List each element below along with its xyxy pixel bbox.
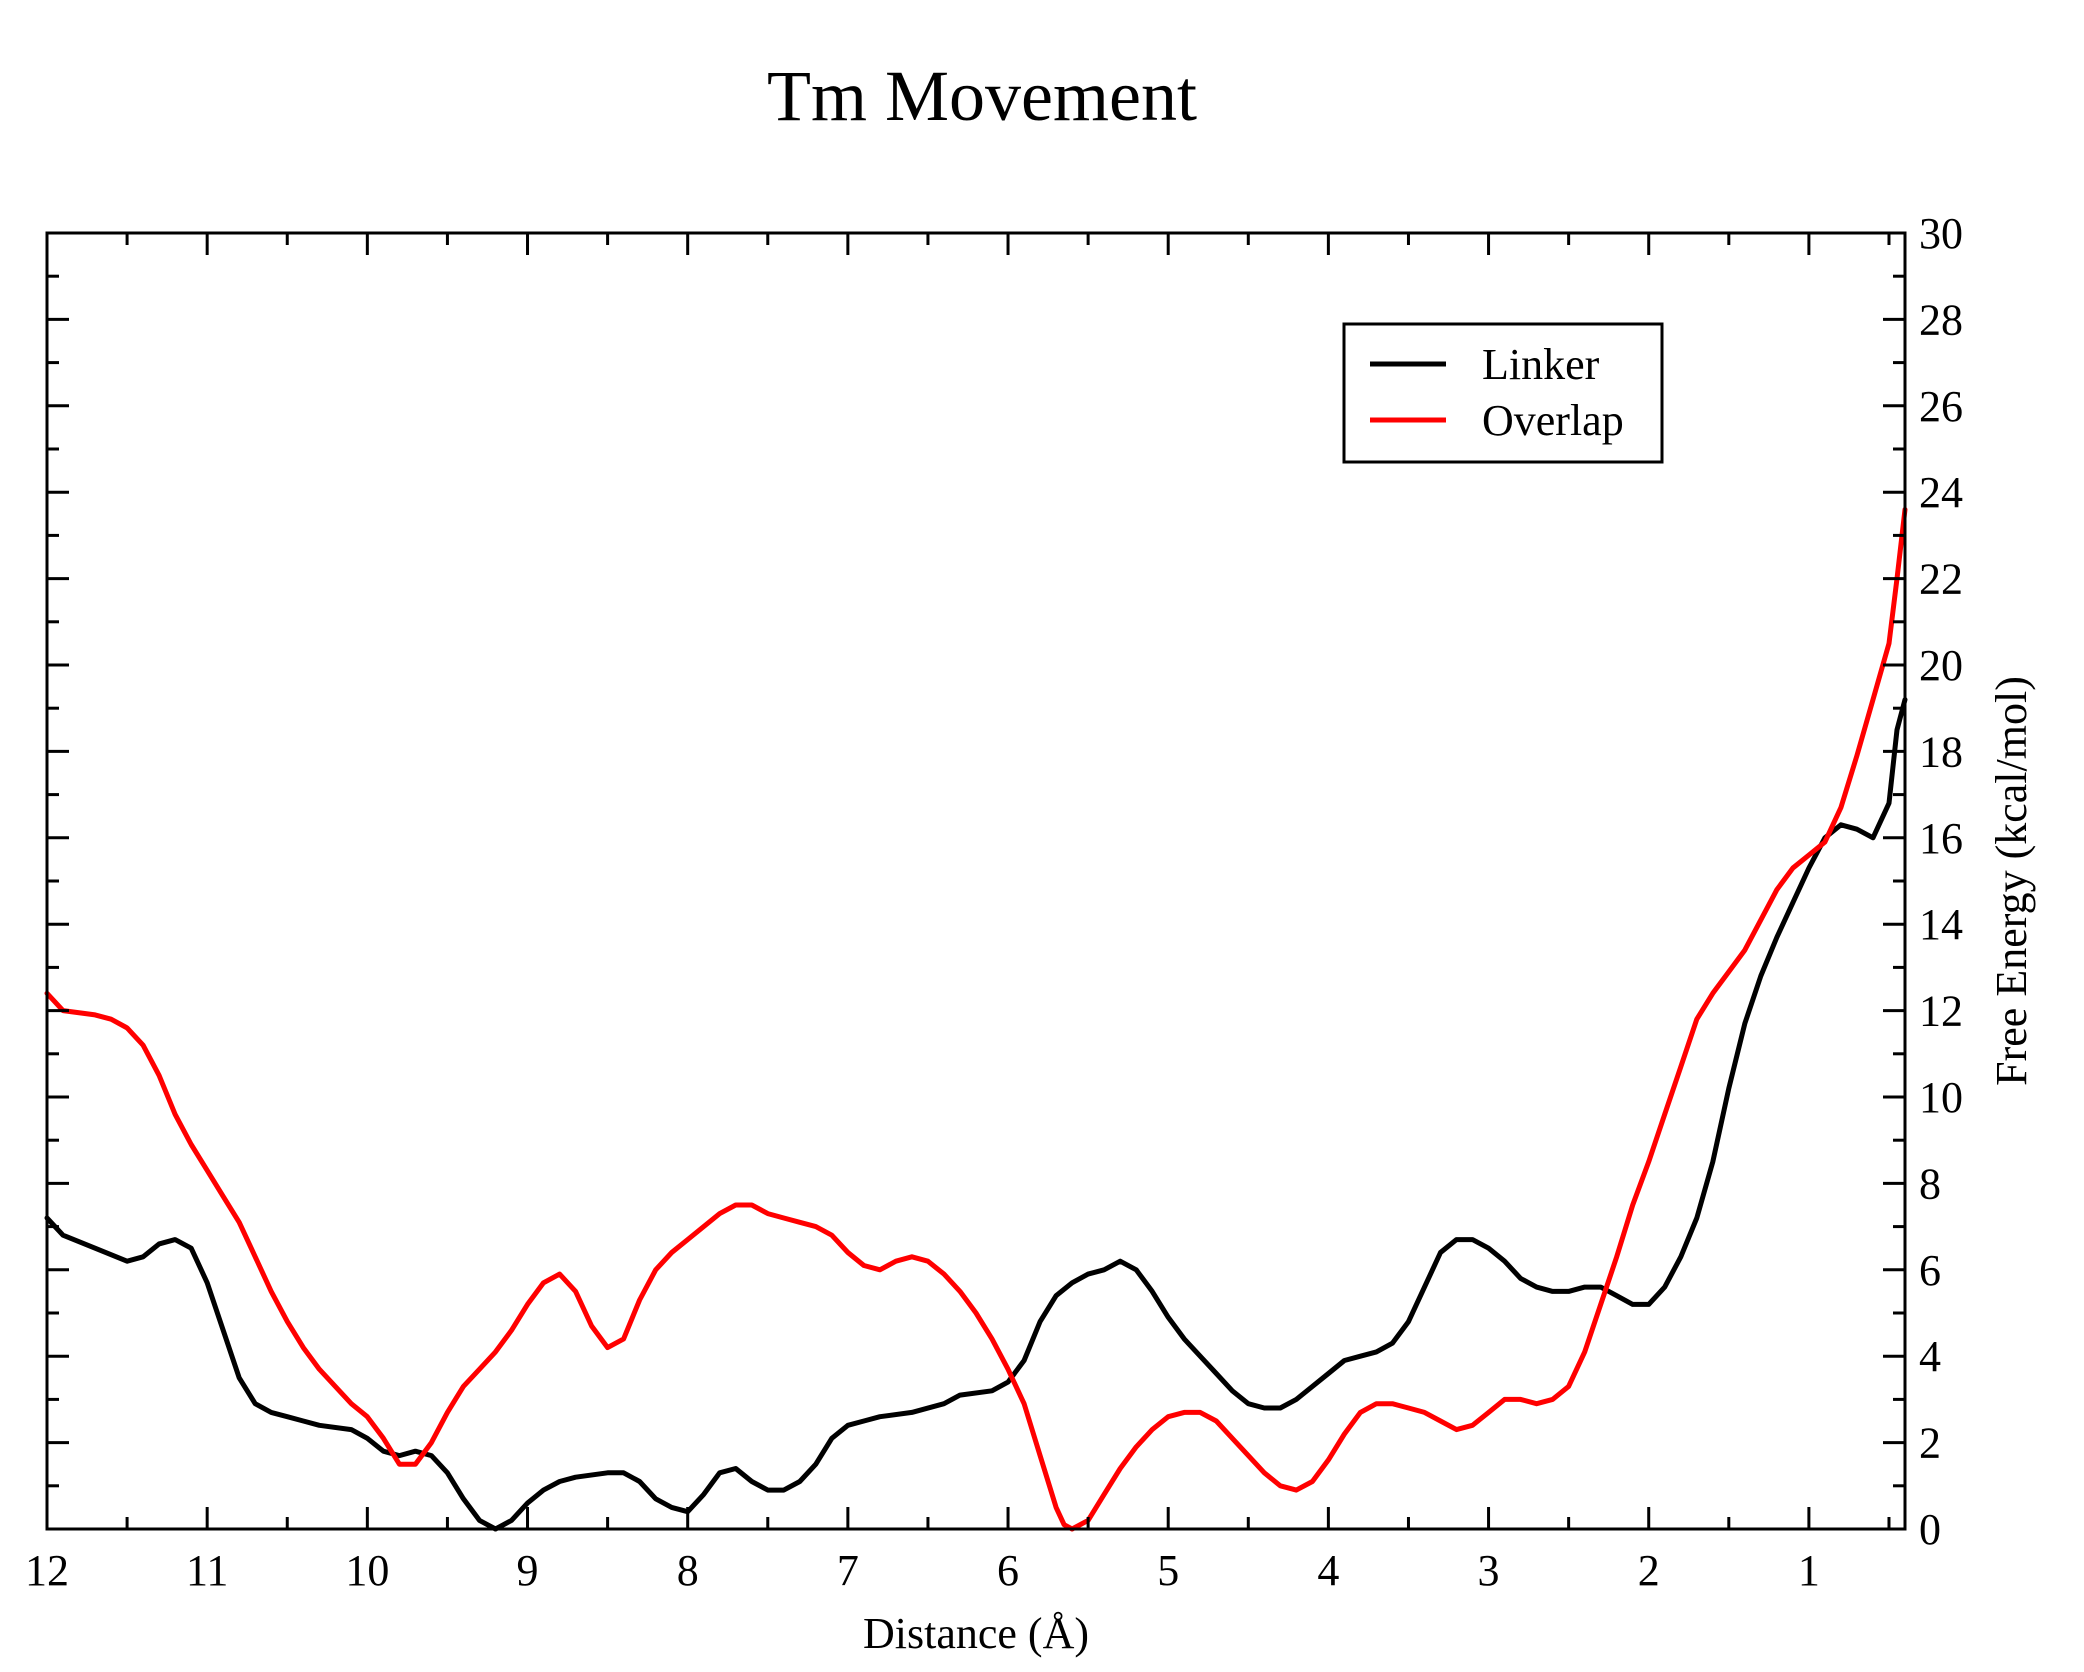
x-tick-label: 2	[1638, 1546, 1660, 1595]
series-line-linker	[44, 697, 1908, 1532]
x-tick-label: 8	[677, 1546, 699, 1595]
x-tick-label: 5	[1157, 1546, 1179, 1595]
x-tick-label: 11	[186, 1546, 228, 1595]
legend-box	[1342, 322, 1664, 464]
legend: Linker Overlap	[1342, 322, 1664, 464]
series-line-overlap	[44, 507, 1908, 1532]
x-tick-label: 10	[345, 1546, 389, 1595]
y-tick-label: 26	[1919, 382, 1963, 431]
legend-label-linker: Linker	[1482, 340, 1600, 389]
y-tick-label: 8	[1919, 1159, 1941, 1208]
y-tick-label: 0	[1919, 1505, 1941, 1554]
y-tick-label: 14	[1919, 900, 1963, 949]
legend-items: Linker Overlap	[1370, 340, 1624, 445]
x-tick-label: 6	[997, 1546, 1019, 1595]
y-axis-label: Free Energy (kcal/mol)	[1987, 676, 2036, 1086]
legend-label-overlap: Overlap	[1482, 396, 1624, 445]
x-tick-label: 1	[1798, 1546, 1820, 1595]
y-tick-label: 22	[1919, 555, 1963, 604]
x-tick-label: 9	[517, 1546, 539, 1595]
y-tick-label: 30	[1919, 209, 1963, 258]
y-tick-label: 12	[1919, 987, 1963, 1036]
x-axis-label: Distance (Å)	[863, 1609, 1089, 1658]
y-tick-label: 24	[1919, 468, 1963, 517]
y-tick-label: 20	[1919, 641, 1963, 690]
y-tick-label: 6	[1919, 1246, 1941, 1295]
y-tick-label: 10	[1919, 1073, 1963, 1122]
y-tick-label: 4	[1919, 1332, 1941, 1381]
y-tick-label: 16	[1919, 814, 1963, 863]
series-layer	[44, 507, 1908, 1532]
x-axis: 12 11 10 9 8 7 6 5 4 3 2 1	[25, 233, 1891, 1595]
plot-area	[44, 507, 1908, 1532]
y-tick-label: 2	[1919, 1419, 1941, 1468]
chart-title: Tm Movement	[767, 56, 1197, 136]
y-tick-label: 18	[1919, 727, 1963, 776]
y-tick-label: 28	[1919, 295, 1963, 344]
x-tick-label: 4	[1317, 1546, 1339, 1595]
x-tick-label: 3	[1478, 1546, 1500, 1595]
x-tick-label: 12	[25, 1546, 69, 1595]
x-tick-label: 7	[837, 1546, 859, 1595]
